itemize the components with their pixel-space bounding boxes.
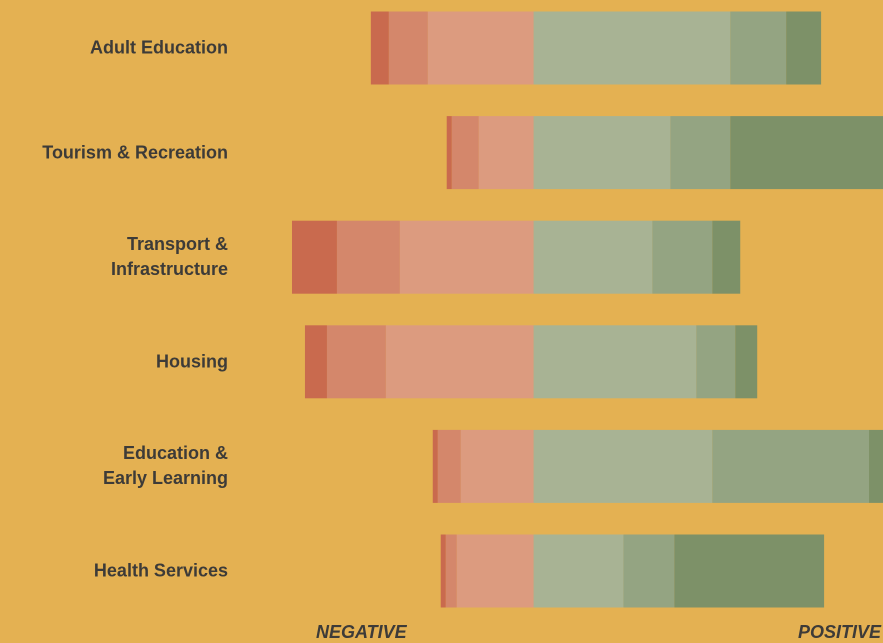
bar-segment	[388, 11, 428, 85]
category-label: Adult Education	[90, 37, 228, 58]
bar-segment	[730, 11, 787, 85]
bar-segment	[399, 220, 534, 294]
bar-segment	[533, 116, 671, 190]
bar-segment	[451, 116, 479, 190]
category-label: Health Services	[93, 560, 228, 581]
bar-segment	[385, 325, 534, 399]
bar-segment	[533, 325, 697, 399]
bar-segment	[712, 220, 741, 294]
bar-segment	[446, 116, 452, 190]
bar-segment	[623, 534, 675, 608]
bar-segment	[533, 429, 713, 503]
bar-segment	[786, 11, 822, 85]
bar-segment	[456, 534, 534, 608]
bar-segment	[326, 325, 386, 399]
bar-segment	[696, 325, 736, 399]
bar-segment	[670, 116, 731, 190]
bar-segment	[730, 116, 883, 190]
bar-segment	[533, 11, 731, 85]
bar-segment	[437, 429, 461, 503]
positive-label: POSITIVE	[798, 622, 882, 642]
bar-segment	[652, 220, 713, 294]
negative-label: NEGATIVE	[316, 622, 407, 642]
bar-segment	[478, 116, 534, 190]
bar-segment	[432, 429, 438, 503]
bar-segment	[336, 220, 400, 294]
bar-segment	[445, 534, 457, 608]
category-label: Housing	[156, 351, 228, 372]
bar-segment	[533, 220, 653, 294]
category-label: Education & Early Learning	[102, 443, 228, 489]
bar-segment	[304, 325, 327, 399]
bar-segment	[735, 325, 758, 399]
bar-segment	[460, 429, 534, 503]
category-label: Tourism & Recreation	[42, 142, 228, 163]
bar-segment	[674, 534, 825, 608]
bar-segment	[370, 11, 389, 85]
bar-segment	[291, 220, 337, 294]
bar-segment	[427, 11, 534, 85]
bar-segment	[533, 534, 624, 608]
bar-segment	[869, 429, 883, 503]
bar-segment	[712, 429, 870, 503]
bar-segment	[440, 534, 446, 608]
category-label: Transport & Infrastructure	[110, 234, 228, 280]
